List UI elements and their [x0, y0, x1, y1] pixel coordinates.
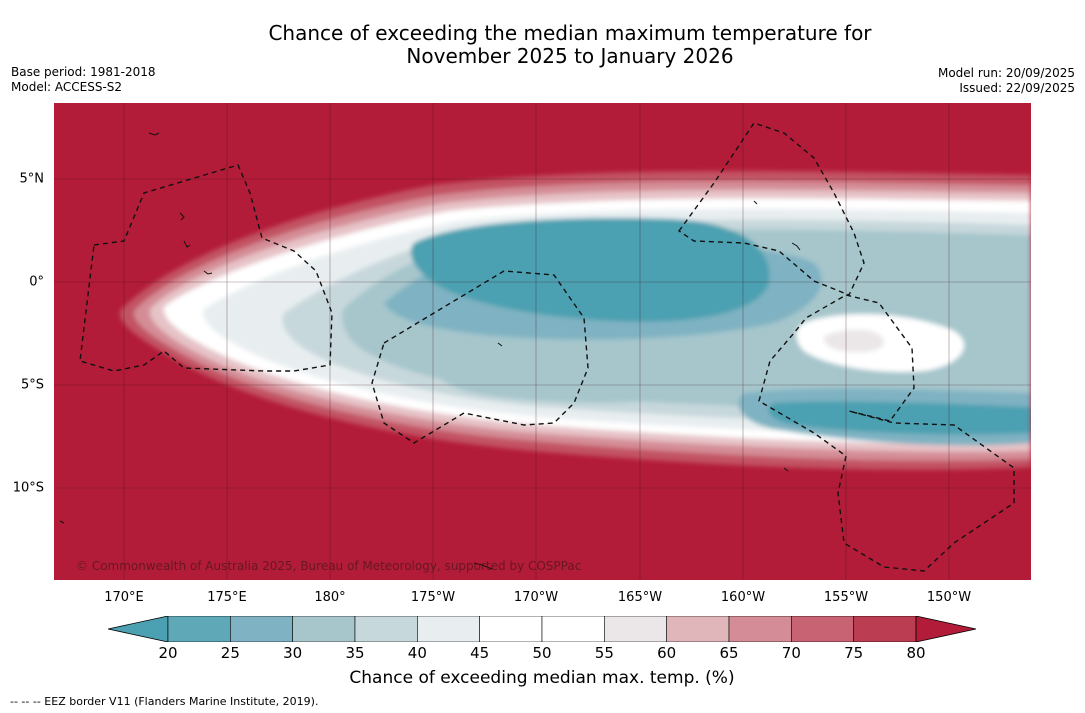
islands [59, 132, 801, 570]
colorbar-bin [728, 616, 792, 642]
model-name: Model: ACCESS-S2 [11, 80, 123, 94]
lon-label-180: 180° [314, 590, 346, 605]
map-title: Chance of exceeding the median maximum t… [0, 22, 1085, 68]
map-copyright: © Commonwealth of Australia 2025, Bureau… [76, 559, 582, 573]
lat-label-10s: 10°S [12, 480, 44, 496]
colorbar-bin [604, 616, 667, 642]
colorbar-bin [292, 616, 356, 642]
eez-footnote: -- -- -- EEZ border V11 (Flanders Marine… [10, 695, 319, 708]
issued-date: Issued: 22/09/2025 [959, 81, 1075, 95]
lon-label-150w: 150°W [926, 590, 972, 605]
lat-label-5s: 5°S [20, 377, 44, 393]
lat-label-0: 0° [29, 274, 44, 290]
graticule [54, 103, 1031, 580]
colorbar-tick-label: 35 [345, 644, 365, 662]
colorbar-tick-label: 55 [594, 644, 614, 662]
probability-field [119, 171, 1031, 470]
lon-label-155w: 155°W [823, 590, 869, 605]
colorbar-tick-label: 20 [158, 644, 178, 662]
forecast-map: © Commonwealth of Australia 2025, Bureau… [54, 103, 1031, 580]
colorbar-tick-label: 75 [844, 644, 864, 662]
lon-label-160w: 160°W [720, 590, 766, 605]
lon-label-175e: 175°E [207, 590, 247, 605]
colorbar-tick-label: 25 [220, 644, 240, 662]
colorbar-bin [479, 616, 543, 642]
lat-label-5n: 5°N [19, 171, 45, 187]
colorbar-tick-label: 65 [719, 644, 739, 662]
colorbar-bin [666, 616, 730, 642]
colorbar-bin [853, 616, 917, 642]
model-run: Model run: 20/09/2025 [937, 66, 1075, 80]
title-line-1: Chance of exceeding the median maximum t… [268, 21, 872, 45]
map-canvas [54, 103, 1031, 580]
colorbar-bins [167, 616, 917, 642]
colorbar-bin [541, 616, 605, 642]
lon-label-175w: 175°W [410, 590, 456, 605]
meta-right: Model run: 20/09/2025 Issued: 22/09/2025 [938, 66, 1075, 96]
colorbar-bin [791, 616, 854, 642]
title-line-2: November 2025 to January 2026 [406, 44, 734, 68]
lon-label-170e: 170°E [104, 590, 144, 605]
base-period: Base period: 1981-2018 [11, 65, 156, 79]
colorbar-tick-label: 40 [407, 644, 427, 662]
colorbar-tick-label: 70 [781, 644, 801, 662]
colorbar-bin [167, 616, 231, 642]
colorbar-bin [417, 616, 480, 642]
colorbar-tick-label: 50 [532, 644, 552, 662]
colorbar-label: Chance of exceeding median max. temp. (%… [349, 668, 735, 688]
colorbar-bin [230, 616, 293, 642]
lon-label-165w: 165°W [617, 590, 663, 605]
lon-label-170w: 170°W [513, 590, 559, 605]
colorbar-low-extend [108, 616, 169, 642]
colorbar-high-extend [915, 616, 977, 642]
colorbar [108, 616, 977, 642]
colorbar-tick-label: 45 [470, 644, 490, 662]
colorbar-tick-label: 80 [906, 644, 926, 662]
eez-borders [79, 122, 1015, 572]
colorbar-tick-label: 30 [283, 644, 303, 662]
colorbar-tick-label: 60 [657, 644, 677, 662]
colorbar-bin [354, 616, 418, 642]
meta-left: Base period: 1981-2018 Model: ACCESS-S2 [11, 65, 156, 95]
